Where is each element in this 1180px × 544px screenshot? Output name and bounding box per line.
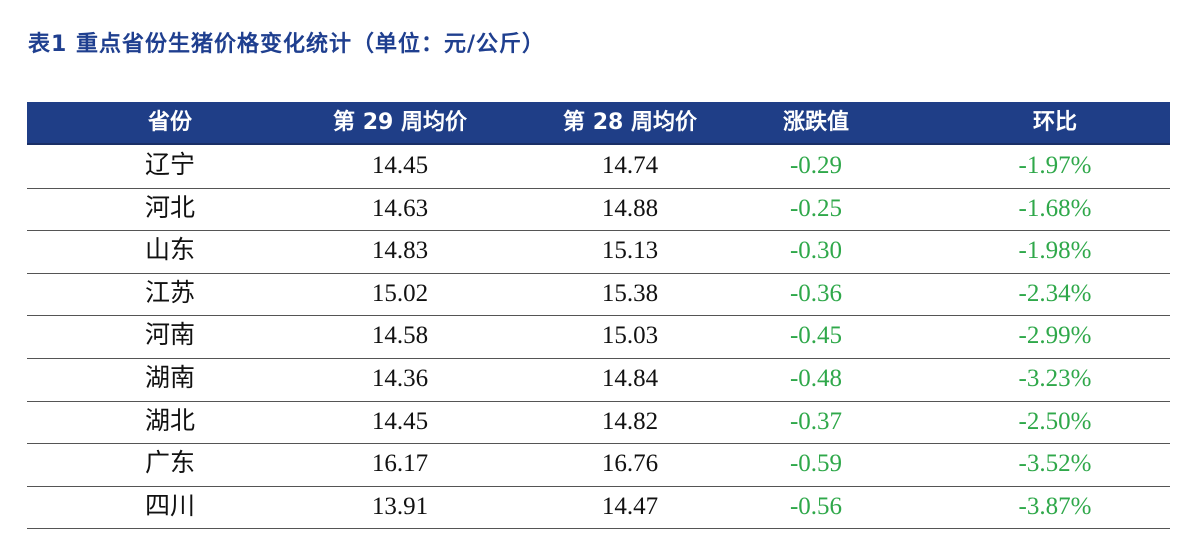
row-divider <box>27 358 1170 359</box>
province-cell: 江苏 <box>144 279 196 307</box>
value-cell: -1.97% <box>1018 152 1092 179</box>
value-cell: -0.56 <box>789 492 843 520</box>
value-cell: -0.37 <box>789 407 843 435</box>
header-cell: 省份 <box>147 110 193 135</box>
value-cell: 14.63 <box>371 194 429 222</box>
value-cell: -2.50% <box>1018 407 1092 435</box>
table-header <box>27 102 1170 145</box>
province-cell: 湖南 <box>144 365 196 392</box>
value-cell: -3.52% <box>1018 450 1092 478</box>
province-cell: 四川 <box>144 492 196 520</box>
value-cell: -1.68% <box>1018 194 1092 222</box>
value-cell: 14.58 <box>371 322 429 350</box>
value-cell: 14.84 <box>601 365 659 392</box>
row-divider <box>27 485 1170 487</box>
value-cell: 14.83 <box>371 237 429 265</box>
value-cell: 15.03 <box>601 322 659 350</box>
header-cell: 涨跌值 <box>782 110 850 135</box>
province-cell: 广东 <box>144 450 196 478</box>
row-divider <box>27 400 1170 402</box>
row-divider <box>27 187 1170 189</box>
value-cell: 14.45 <box>371 152 429 179</box>
province-cell: 河南 <box>144 322 196 350</box>
value-cell: -2.99% <box>1018 322 1092 350</box>
table-title: 表1 重点省份生猪价格变化统计（单位：元/公斤） <box>28 32 546 57</box>
header-cell: 环比 <box>1032 110 1078 135</box>
row-divider <box>27 230 1170 232</box>
value-cell: -0.29 <box>789 152 843 179</box>
value-cell: 16.17 <box>371 450 429 478</box>
value-cell: -0.25 <box>789 194 843 222</box>
header-cell: 第 29 周均价 <box>333 110 467 135</box>
province-cell: 湖北 <box>144 407 196 435</box>
value-cell: -0.30 <box>789 237 843 265</box>
province-cell: 山东 <box>144 237 196 265</box>
value-cell: 15.13 <box>601 237 659 265</box>
value-cell: 14.82 <box>601 407 659 435</box>
row-divider <box>27 443 1170 445</box>
province-cell: 河北 <box>144 194 196 222</box>
value-cell: 14.45 <box>371 407 429 435</box>
value-cell: -0.45 <box>789 322 843 350</box>
value-cell: 14.47 <box>601 492 659 520</box>
header-cell: 第 28 周均价 <box>563 110 697 135</box>
value-cell: -0.48 <box>789 365 843 392</box>
row-divider <box>27 528 1170 530</box>
value-cell: -1.98% <box>1018 237 1092 265</box>
value-cell: 15.02 <box>371 279 429 307</box>
value-cell: 15.38 <box>601 279 659 307</box>
value-cell: 13.91 <box>371 492 429 520</box>
row-divider <box>27 315 1170 317</box>
value-cell: 16.76 <box>601 450 659 478</box>
value-cell: 14.36 <box>371 365 429 392</box>
value-cell: -0.59 <box>789 450 843 478</box>
value-cell: -0.36 <box>789 279 843 307</box>
value-cell: -3.87% <box>1018 492 1092 520</box>
value-cell: 14.74 <box>601 152 659 179</box>
value-cell: -2.34% <box>1018 279 1092 307</box>
value-cell: 14.88 <box>601 194 659 222</box>
value-cell: -3.23% <box>1018 365 1092 392</box>
province-cell: 辽宁 <box>144 152 196 179</box>
row-divider <box>27 272 1170 274</box>
